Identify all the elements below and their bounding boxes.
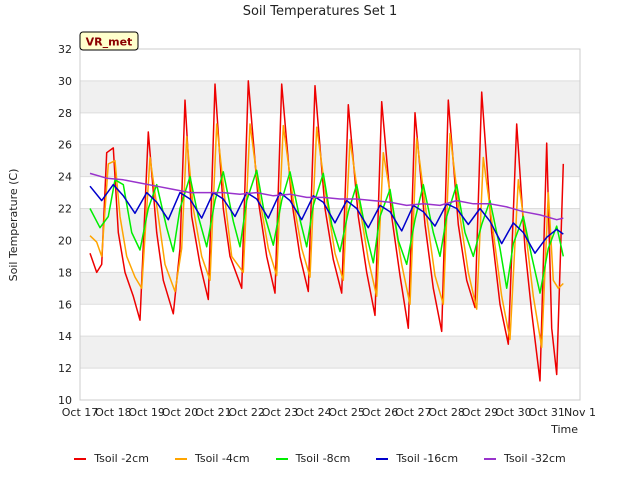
x-tick-label: Oct 18 [95, 406, 132, 419]
x-axis-label: Time [550, 423, 578, 436]
y-tick-label: 18 [58, 266, 72, 279]
y-tick-label: 28 [58, 107, 72, 120]
y-axis-label: Soil Temperature (C) [7, 169, 20, 282]
x-tick-label: Oct 31 [528, 406, 565, 419]
legend-item: Tsoil -2cm [74, 452, 149, 465]
series-line-tsoil-32cm [89, 172, 564, 221]
legend-label: Tsoil -8cm [295, 452, 351, 465]
y-tick-label: 32 [58, 43, 72, 56]
legend-swatch [376, 457, 389, 460]
series-line-tsoil-16cm [89, 183, 564, 254]
x-tick-label: Oct 20 [162, 406, 199, 419]
series-lines [89, 80, 565, 382]
y-tick-label: 14 [58, 330, 72, 343]
series-line-tsoil-8cm [89, 169, 565, 294]
y-tick-label: 20 [58, 234, 72, 247]
x-tick-label: Oct 24 [295, 406, 332, 419]
x-tick-label: Oct 29 [462, 406, 499, 419]
series-line-tsoil-4cm [89, 123, 564, 349]
x-tick-label: Oct 22 [228, 406, 265, 419]
y-tick-label: 22 [58, 203, 72, 216]
site-badge-box [79, 31, 139, 51]
grid-band [80, 336, 580, 369]
legend-label: Tsoil -16cm [396, 452, 459, 465]
grid-band [80, 144, 580, 177]
x-tick-label: Oct 27 [395, 406, 432, 419]
y-tick-labels: 10 12 14 16 18 20 22 24 26 28 30 32 [58, 43, 72, 407]
x-tick-label: Oct 17 [62, 406, 99, 419]
plot-border [79, 48, 581, 401]
y-tick-label: 26 [58, 139, 72, 152]
legend-item: Tsoil -16cm [376, 452, 458, 465]
y-tick-label: 16 [58, 298, 72, 311]
y-tick-label: 24 [58, 171, 72, 184]
plot-background [80, 49, 580, 400]
legend-label: Tsoil -2cm [94, 452, 149, 465]
y-tick-label: 30 [58, 75, 72, 88]
legend-label: Tsoil -4cm [194, 452, 250, 465]
y-tick-label: 12 [58, 362, 72, 375]
chart-legend: Tsoil -2cm Tsoil -4cm Tsoil -8cm Tsoil -16c… [0, 452, 640, 465]
legend-swatch [484, 457, 497, 460]
x-tick-label: Oct 28 [428, 406, 465, 419]
legend-swatch [275, 457, 288, 460]
legend-item: Tsoil -4cm [174, 452, 250, 465]
legend-label: Tsoil -32cm [504, 452, 566, 465]
legend-item: Tsoil -8cm [275, 452, 351, 465]
x-tick-label: Oct 26 [362, 406, 399, 419]
x-tick-label: Nov 1 [564, 406, 596, 419]
grid-band [80, 80, 580, 113]
x-tick-label: Oct 23 [262, 406, 299, 419]
x-tick-label: Oct 30 [495, 406, 532, 419]
legend-swatch [74, 457, 87, 460]
chart-title: Soil Temperatures Set 1 [243, 4, 398, 19]
site-badge-text: VR_met [86, 36, 133, 49]
legend-item: Tsoil -32cm [484, 452, 566, 465]
x-tick-label: Oct 25 [328, 406, 365, 419]
x-tick-label: Oct 21 [195, 406, 232, 419]
y-tick-label: 10 [58, 394, 72, 407]
site-badge: VR_met [79, 31, 139, 51]
x-tick-label: Oct 19 [128, 406, 165, 419]
legend-swatch [174, 457, 187, 460]
